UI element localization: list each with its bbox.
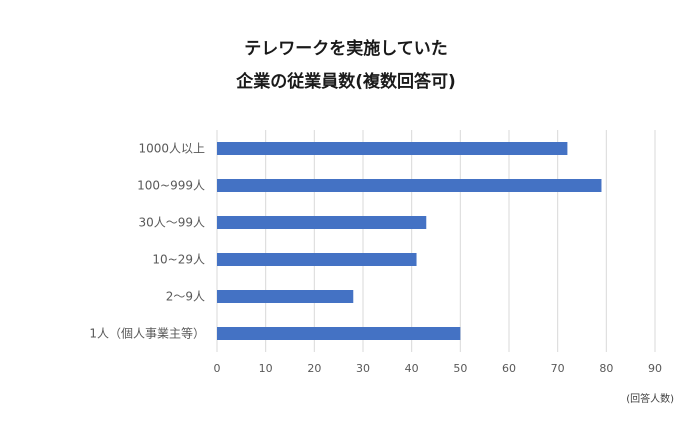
x-tick-label: 0 [214,362,221,375]
chart-title-line-1: テレワークを実施していた [244,39,448,59]
x-tick-label: 20 [307,362,321,375]
category-label: 2～9人 [166,290,205,304]
bar [217,290,354,303]
category-label: 10~29人 [152,253,205,267]
category-labels: 1000人以上 100~999人 30人～99人 10~29人 2～9人 1人（個人事業主… [89,142,205,341]
category-label: 100~999人 [137,179,205,193]
x-tick-label: 70 [551,362,565,375]
bar [217,216,427,229]
x-tick-label: 50 [453,362,467,375]
bars [217,142,602,340]
x-tick-label: 40 [405,362,419,375]
x-tick-labels: 0 10 20 30 40 50 60 70 80 90 [214,362,663,375]
bar [217,142,568,155]
grid-lines [216,130,656,352]
x-tick-label: 30 [356,362,370,375]
x-tick-label: 80 [599,362,613,375]
x-tick-label: 10 [259,362,273,375]
bar [217,253,417,266]
chart-title-line-2: 企業の従業員数(複数回答可) [236,72,456,92]
x-tick-label: 90 [648,362,662,375]
category-label: 1人（個人事業主等） [89,327,205,341]
category-label: 1000人以上 [138,142,205,156]
category-label: 30人～99人 [138,216,205,230]
x-tick-label: 60 [502,362,516,375]
bar [217,179,602,192]
bar [217,327,461,340]
unit-label: (回答人数) [626,392,674,405]
